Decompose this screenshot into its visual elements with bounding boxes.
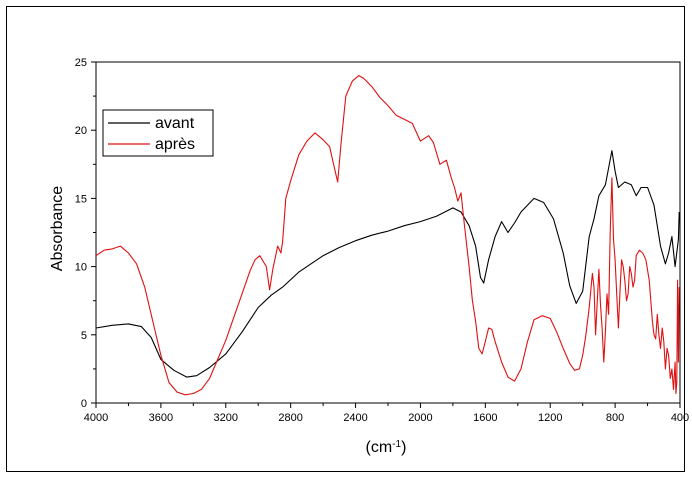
- x-tick-label: 1600: [473, 412, 497, 424]
- x-tick-label: 2000: [408, 412, 432, 424]
- legend: avant après: [102, 109, 214, 157]
- x-tick-label: 2800: [278, 412, 302, 424]
- legend-label-apres: après: [155, 136, 195, 153]
- chart-frame: [6, 6, 685, 472]
- x-axis-title-base: (cm: [366, 439, 393, 456]
- x-tick-label: 1200: [538, 412, 562, 424]
- y-tick-label: 0: [81, 398, 87, 410]
- x-tick-label: 3200: [214, 412, 238, 424]
- series-line-apres: [95, 75, 680, 396]
- x-tick-label: 400: [671, 412, 689, 424]
- x-tick-label: 3600: [149, 412, 173, 424]
- y-tick-label: 5: [81, 330, 87, 342]
- legend-label-avant: avant: [155, 115, 195, 132]
- x-axis-title-close: ): [401, 439, 406, 456]
- y-tick-label: 10: [75, 262, 87, 274]
- x-axis-title-sup: -1: [392, 439, 401, 450]
- y-tick-label: 25: [75, 57, 87, 69]
- y-tick-label: 15: [75, 193, 87, 205]
- x-tick-label: 800: [606, 412, 624, 424]
- y-tick-label: 20: [75, 125, 87, 137]
- series-line-avant: [95, 150, 680, 378]
- x-tick-label: 2400: [343, 412, 367, 424]
- x-axis-title: (cm-1): [366, 439, 407, 457]
- x-tick-label: 4000: [84, 412, 108, 424]
- legend-box: [102, 109, 214, 157]
- y-axis-title: Absorbance: [49, 186, 66, 271]
